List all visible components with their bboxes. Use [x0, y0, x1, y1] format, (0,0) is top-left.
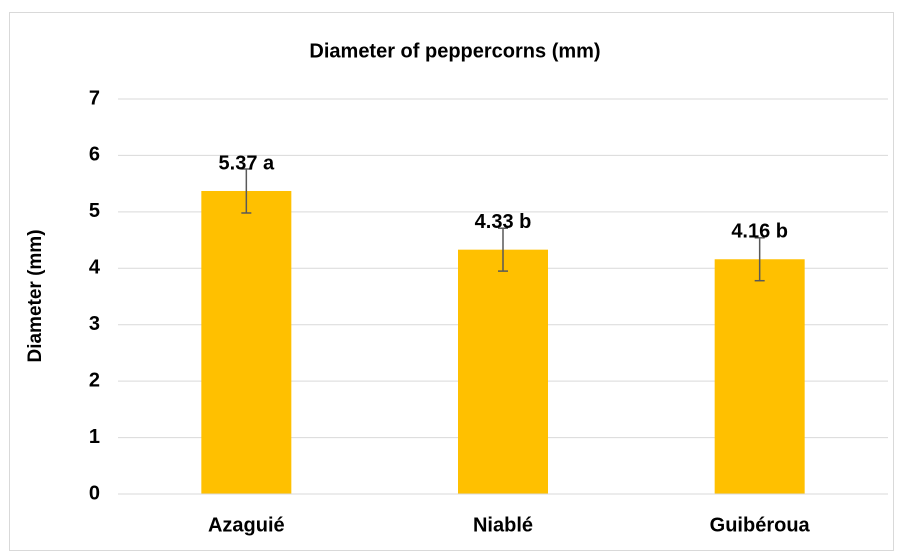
chart-title: Diameter of peppercorns (mm) [309, 40, 600, 62]
data-label: 4.33 b [475, 211, 532, 233]
bar [458, 249, 548, 494]
y-tick-label: 5 [89, 200, 100, 222]
y-tick-label: 3 [89, 313, 100, 335]
y-tick-label: 0 [89, 482, 100, 504]
x-tick-label: Azaguié [208, 514, 285, 536]
data-label: 4.16 b [731, 221, 788, 243]
error-bar [241, 168, 252, 214]
x-tick-label: Niablé [473, 514, 533, 536]
y-tick-label: 4 [89, 257, 101, 279]
y-tick-label: 2 [89, 369, 100, 391]
y-tick-label: 7 [89, 87, 100, 109]
error-bar [754, 237, 765, 282]
data-label: 5.37 a [219, 152, 275, 174]
y-tick-label: 1 [89, 426, 100, 448]
y-axis-label: Diameter (mm) [25, 229, 46, 362]
y-tick-label: 6 [89, 144, 100, 166]
bar [714, 259, 805, 494]
error-bar [498, 227, 508, 272]
x-tick-label: Guibéroua [710, 514, 811, 536]
bar [201, 190, 292, 494]
